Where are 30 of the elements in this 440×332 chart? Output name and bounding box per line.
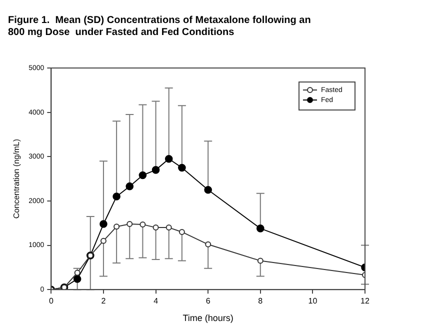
point: [204, 186, 212, 194]
x-tick-label: 4: [154, 296, 159, 306]
x-axis-title: Time (hours): [182, 313, 234, 324]
point: [178, 228, 185, 235]
x-tick-label: 12: [360, 296, 370, 306]
point: [178, 164, 186, 172]
x-tick-label: 0: [48, 296, 54, 306]
point: [74, 270, 80, 276]
x-tick-label: 8: [258, 296, 264, 306]
point: [257, 258, 264, 264]
x-tick-label: 6: [206, 296, 211, 306]
point: [100, 238, 106, 244]
x-tick-label: 2: [101, 296, 106, 306]
point: [152, 224, 159, 231]
point: [152, 166, 160, 174]
y-axis-title: Concentration (ng/mL): [12, 138, 22, 219]
point: [164, 154, 173, 163]
point: [73, 275, 82, 283]
point: [126, 221, 133, 228]
point: [112, 192, 120, 200]
point: [205, 241, 212, 248]
point: [100, 220, 108, 228]
point: [114, 224, 120, 230]
point: [138, 171, 147, 180]
point: [126, 182, 134, 190]
point: [166, 224, 172, 231]
point: [256, 224, 264, 232]
x-tick-label: 10: [308, 296, 318, 306]
chart-title: Figure 1. Mean (SD) Concentrations of Metaxalone following an 800 mg Dose under Fasted and Fed Conditions: [8, 14, 311, 38]
point: [140, 221, 146, 228]
